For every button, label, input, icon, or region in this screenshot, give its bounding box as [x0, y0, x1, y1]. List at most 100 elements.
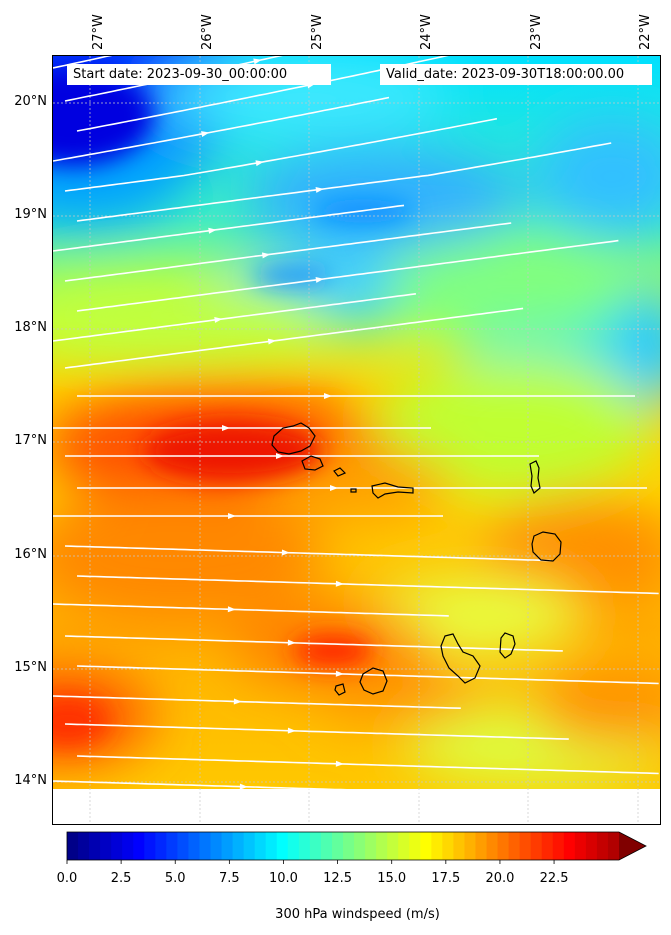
streamline-arrow [228, 513, 236, 519]
streamline [76, 239, 619, 312]
start-date-box: Start date: 2023-09-30_00:00:00 [67, 64, 331, 85]
colorbar-segment [541, 832, 554, 860]
colorbar-segment [111, 832, 123, 860]
colorbar-segment [254, 832, 267, 860]
streamline [64, 56, 283, 102]
colorbar-segment [376, 832, 388, 860]
streamline-arrow [330, 485, 338, 491]
streamline-arrow [267, 338, 277, 345]
island-sao-vicente [301, 455, 324, 471]
streamline-arrow [233, 698, 242, 705]
colorbar-tick-label: 5.0 [164, 871, 186, 886]
colorbar-segment [420, 832, 432, 860]
lat-label-14n: 14°N [14, 773, 47, 788]
colorbar-segment [431, 832, 443, 860]
streamline [76, 755, 659, 775]
colorbar-segment [508, 832, 521, 860]
colorbar-segment [188, 832, 201, 860]
colorbar-segment [221, 832, 234, 860]
streamline [76, 665, 659, 685]
streamline [64, 117, 498, 192]
colorbar-tick-label: 7.5 [219, 871, 240, 886]
colorbar-segment [596, 832, 609, 860]
streamline [53, 603, 449, 617]
colorbar-segment [331, 832, 344, 860]
lat-label-17n: 17°N [14, 433, 47, 448]
streamline-arrow [201, 131, 210, 137]
colorbar-segment [210, 832, 223, 860]
colorbar-segment [486, 832, 499, 860]
valid-date-box: Valid_date: 2023-09-30T18:00:00.00 [380, 64, 652, 85]
streamline [76, 142, 612, 222]
colorbar-segment [243, 832, 256, 860]
streamline [64, 307, 524, 369]
colorbar-segment [530, 832, 543, 860]
colorbar-tick-label: 20.0 [485, 871, 515, 886]
colorbar-segment [265, 832, 278, 860]
colorbar-segment [552, 832, 565, 860]
colorbar-segment [442, 832, 454, 860]
colorbar-segment [166, 832, 178, 860]
colorbar-segment [365, 832, 377, 860]
colorbar-segment [409, 832, 421, 860]
colorbar-segment [276, 832, 289, 860]
colorbar-segment [133, 832, 145, 860]
streamline-arrow [255, 160, 264, 167]
streamline-arrow [239, 783, 248, 790]
colorbar-segment [320, 832, 333, 860]
island-sao-nicolau [371, 482, 414, 499]
colorbar-segment [309, 832, 322, 860]
colorbar-tick-label: 22.5 [539, 871, 569, 886]
streamline-arrow [208, 227, 217, 234]
colorbar-segment [453, 832, 466, 860]
streamline-arrow [287, 639, 296, 646]
streamline-arrow [315, 186, 324, 193]
colorbar-tick-label: 10.0 [268, 871, 298, 886]
colorbar-segment [387, 832, 399, 860]
colorbar-segment [67, 832, 79, 860]
streamline [53, 56, 113, 69]
streamline [53, 695, 461, 709]
island-ilheu [350, 488, 357, 493]
colorbar-segment [232, 832, 245, 860]
colorbar-tick-label: 12.5 [323, 871, 353, 886]
streamline-arrow [222, 425, 230, 431]
colorbar-tick-label: 15.0 [377, 871, 407, 886]
colorbar-segment [464, 832, 477, 860]
colorbar-segment [89, 832, 101, 860]
colorbar-segment [519, 832, 532, 860]
streamline [64, 635, 563, 652]
valid-date-text: Valid_date: 2023-09-30T18:00:00.00 [386, 67, 625, 82]
colorbar-segment [475, 832, 488, 860]
start-date-text: Start date: 2023-09-30_00:00:00 [73, 67, 288, 82]
streamline [53, 780, 473, 795]
colorbar-segment [563, 832, 576, 860]
colorbar-segment [354, 832, 366, 860]
streamline [53, 293, 417, 342]
island-boa-vista [531, 531, 562, 562]
lat-label-18n: 18°N [14, 320, 47, 335]
colorbar-segment [298, 832, 311, 860]
streamline-arrow [335, 580, 344, 587]
colorbar-segment [607, 832, 620, 860]
island-santo-antao [271, 422, 316, 455]
lat-label-20n: 20°N [14, 94, 47, 109]
streamline [53, 96, 390, 162]
streamline-arrow [227, 606, 236, 613]
lat-label-16n: 16°N [14, 547, 47, 562]
streamline [76, 575, 659, 595]
streamline-arrow [261, 252, 271, 259]
colorbar-segment [100, 832, 112, 860]
streamline-arrow [281, 549, 290, 556]
colorbar-segment [574, 832, 587, 860]
island-santa-luzia [333, 467, 347, 477]
streamlines [53, 56, 659, 795]
lat-label-19n: 19°N [14, 207, 47, 222]
colorbar-ticks [66, 860, 555, 864]
colorbar-label: 300 hPa windspeed (m/s) [275, 907, 440, 922]
streamline-arrow [335, 760, 344, 767]
streamline-arrow [214, 316, 223, 323]
lat-label-15n: 15°N [14, 660, 47, 675]
island-santiago [440, 633, 481, 684]
